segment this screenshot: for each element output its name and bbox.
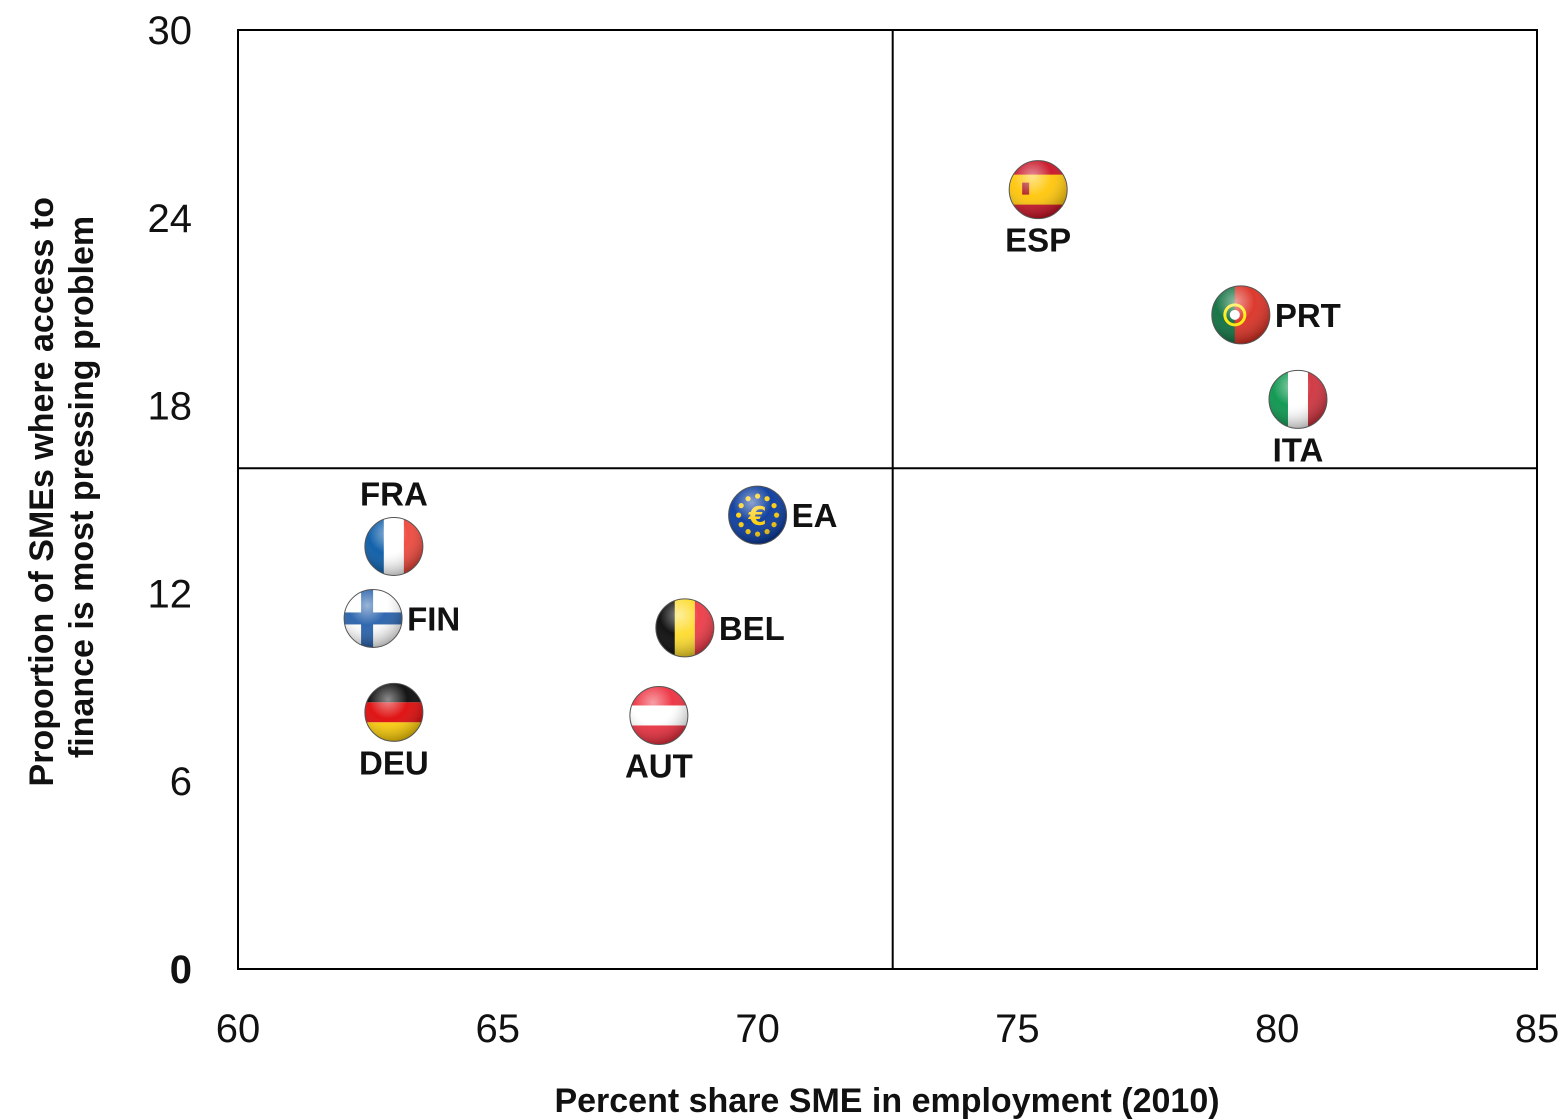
x-axis-title: Percent share SME in employment (2010): [554, 1082, 1219, 1119]
portugal-flag: [1211, 285, 1271, 345]
x-tick-label: 65: [476, 1007, 521, 1051]
euro-area-flag: €: [728, 485, 788, 545]
germany-flag: [364, 682, 424, 742]
data-point: FIN: [343, 588, 460, 648]
point-label: PRT: [1275, 297, 1341, 334]
point-label: BEL: [719, 610, 785, 647]
point-label: DEU: [359, 744, 429, 781]
y-tick-label: 30: [148, 9, 193, 53]
point-label: EA: [792, 497, 838, 534]
point-label: FIN: [407, 600, 460, 637]
y-tick-label: 24: [148, 197, 193, 241]
y-tick-label: 0: [170, 948, 192, 992]
data-point: AUT: [625, 685, 693, 784]
data-point: ESP: [1005, 160, 1071, 259]
point-label: ITA: [1273, 431, 1324, 468]
x-tick-label: 80: [1255, 1007, 1300, 1051]
y-tick-label: 12: [148, 572, 193, 616]
y-axis-title-line-1: Proportion of SMEs where access to: [23, 197, 61, 786]
x-tick-label: 85: [1515, 1007, 1560, 1051]
point-label: FRA: [360, 475, 428, 512]
belgium-flag: [655, 598, 715, 658]
data-point: ITA: [1268, 369, 1328, 468]
spain-flag: [1008, 160, 1068, 220]
x-tick-label: 60: [216, 1007, 261, 1051]
y-tick-label: 18: [148, 385, 193, 429]
finland-flag: [343, 588, 403, 648]
austria-flag: [629, 685, 689, 745]
data-point: DEU: [359, 682, 429, 781]
point-label: ESP: [1005, 222, 1071, 259]
data-point: BEL: [655, 598, 785, 658]
data-point: €EA: [728, 485, 838, 545]
x-tick-label: 75: [995, 1007, 1040, 1051]
data-point: FRA: [360, 475, 428, 576]
y-axis-title-line-2: finance is most pressing problem: [63, 216, 101, 758]
y-tick-label: 6: [170, 760, 192, 804]
plot-frame: [237, 29, 1538, 970]
data-point: PRT: [1211, 285, 1341, 345]
y-axis-title: Proportion of SMEs where access to finan…: [23, 188, 101, 787]
x-tick-label: 70: [735, 1007, 780, 1051]
france-flag: [364, 516, 424, 576]
italy-flag: [1268, 369, 1328, 429]
point-label: AUT: [625, 747, 693, 784]
